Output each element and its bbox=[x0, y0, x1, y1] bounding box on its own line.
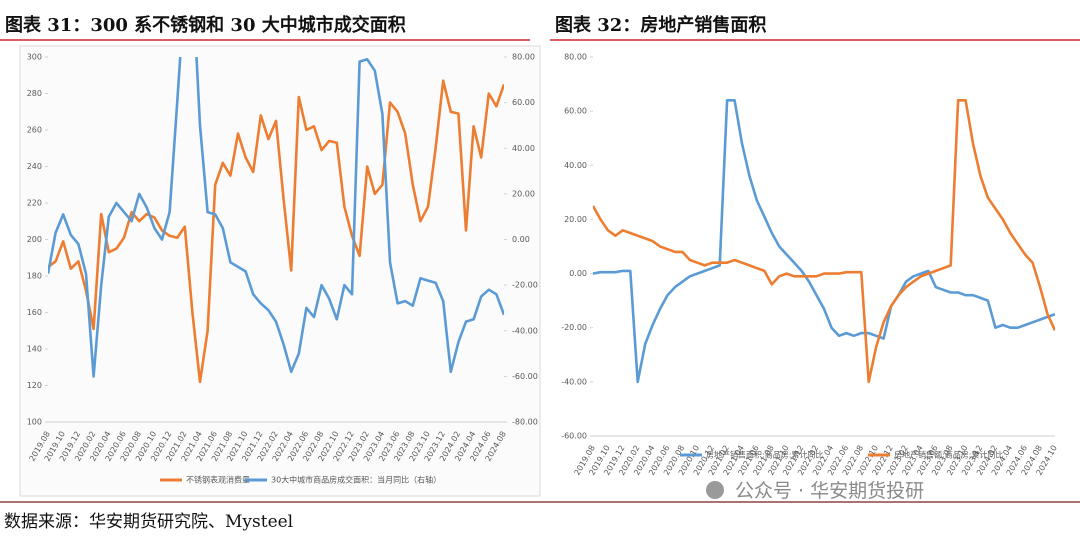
legend-label: 30大中城市商品房成交面积：当月同比（右轴） bbox=[271, 475, 441, 485]
chart-title: 图表 32：房地产销售面积 bbox=[555, 14, 766, 36]
y-tick-label: 200 bbox=[27, 235, 42, 244]
y2-tick-label: 60.00 bbox=[512, 98, 535, 107]
y-tick-label: 140 bbox=[27, 345, 42, 354]
source: 数据来源：华安期货研究院、Mysteel bbox=[4, 512, 293, 532]
panel bbox=[19, 45, 541, 497]
y-tick-label: 60.00 bbox=[564, 107, 587, 116]
legend-label: 不锈钢表观消费量 bbox=[186, 475, 250, 485]
y2-tick-label: -40.00 bbox=[512, 326, 538, 335]
legend-label: 房地产销售面积:商品房:累计同比 bbox=[706, 450, 823, 460]
y-tick-label: 20.00 bbox=[564, 215, 587, 224]
y-tick-label: -60.00 bbox=[561, 432, 587, 441]
series-line bbox=[593, 99, 1055, 384]
y-tick-label: 80.00 bbox=[564, 53, 587, 62]
series-line bbox=[48, 57, 504, 378]
wechat-icon bbox=[706, 481, 724, 499]
plot bbox=[593, 99, 1055, 384]
y2-tick-label: -80.00 bbox=[512, 418, 538, 427]
y-tick-label: 180 bbox=[27, 272, 42, 281]
y-tick-label: 120 bbox=[27, 381, 42, 390]
y-tick-label: 100 bbox=[27, 418, 42, 427]
legend-label: 房地产销售额:商品房:累计同比 bbox=[894, 450, 1003, 460]
y2-tick-label: 0.00 bbox=[512, 235, 530, 244]
plot bbox=[48, 57, 504, 384]
y-tick-label: 220 bbox=[27, 199, 42, 208]
y-tick-label: 40.00 bbox=[564, 161, 587, 170]
y2-tick-label: -60.00 bbox=[512, 372, 538, 381]
y-tick-label: 300 bbox=[27, 53, 42, 62]
y-tick-label: -40.00 bbox=[561, 377, 587, 386]
y2-tick-label: 80.00 bbox=[512, 53, 535, 62]
y-tick-label: 280 bbox=[27, 89, 42, 98]
chart-title: 图表 31：300 系不锈钢和 30 大中城市成交面积 bbox=[5, 14, 406, 36]
y2-tick-label: 20.00 bbox=[512, 189, 535, 198]
series-line bbox=[593, 99, 1055, 384]
y2-tick-label: -20.00 bbox=[512, 281, 538, 290]
y2-tick-label: 40.00 bbox=[512, 144, 535, 153]
y-tick-label: 260 bbox=[27, 126, 42, 135]
y-tick-label: -20.00 bbox=[561, 323, 587, 332]
y-tick-label: 240 bbox=[27, 162, 42, 171]
series-line bbox=[48, 79, 504, 384]
y-tick-label: 160 bbox=[27, 308, 42, 317]
watermark: 公众号 · 华安期货投研 bbox=[735, 480, 924, 502]
y-tick-label: 0.00 bbox=[569, 269, 587, 278]
